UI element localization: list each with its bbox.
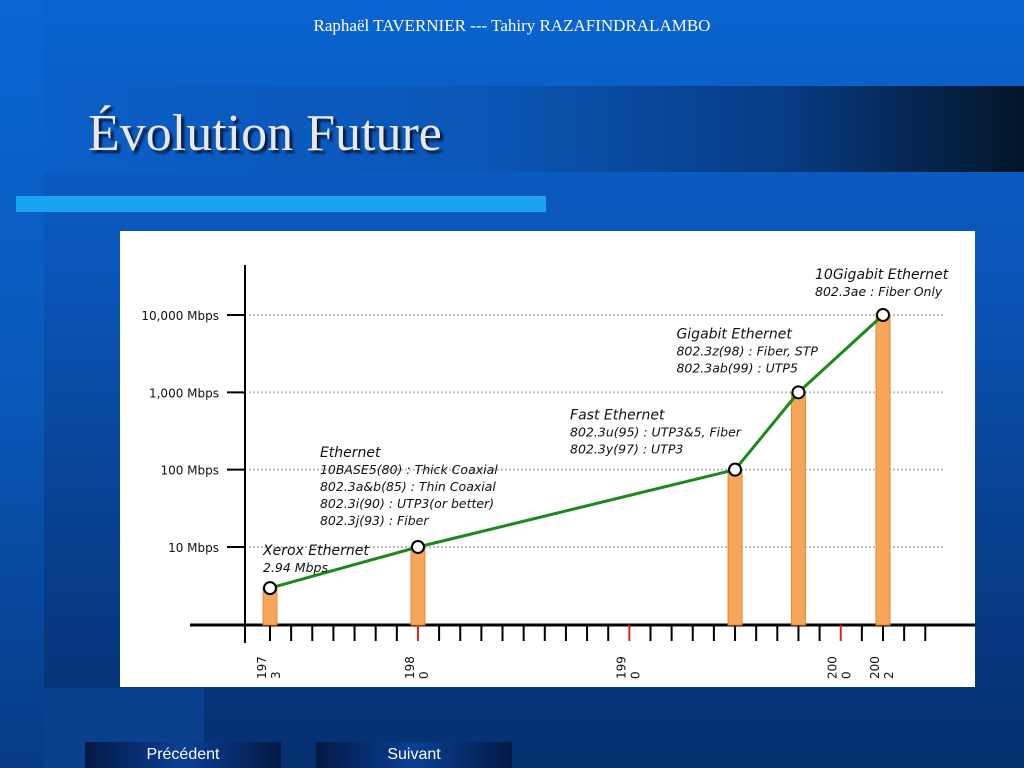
data-point xyxy=(876,308,890,322)
x-tick-label-line: 197 xyxy=(255,656,269,679)
annotation-line: 802.3y(97) : UTP3 xyxy=(570,442,683,457)
x-tick-label: 197 3 xyxy=(255,656,283,679)
x-tick-label-line: 2 xyxy=(882,671,896,679)
x-tick-label-line: 0 xyxy=(628,671,642,679)
annotation-line: 2.94 Mbps xyxy=(263,560,328,575)
annotation-line: 802.3ae : Fiber Only xyxy=(815,284,943,299)
authors-header: Raphaël TAVERNIER --- Tahiry RAZAFINDRAL… xyxy=(313,16,711,35)
x-tick-label-line: 0 xyxy=(417,671,431,679)
annotation-line: 802.3u(95) : UTP3&5, Fiber xyxy=(570,425,742,440)
x-tick-label-line: 3 xyxy=(269,671,283,679)
x-tick-label-line: 199 xyxy=(614,656,628,679)
title-underline-bar xyxy=(16,196,546,212)
y-tick-label: 100 Mbps xyxy=(160,464,219,478)
chart-svg: 10,000 Mbps 1,000 Mbps 100 Mbps 10 Mbps 197 3… xyxy=(141,265,975,679)
x-tick-label: 200 0 xyxy=(826,656,854,679)
x-tick-label: 198 0 xyxy=(403,656,431,679)
annotation-line: 10BASE5(80) : Thick Coaxial xyxy=(320,462,498,477)
left-decor-band xyxy=(0,0,44,768)
x-tick-label: 200 2 xyxy=(868,656,896,679)
ethernet-evolution-chart: 10,000 Mbps 1,000 Mbps 100 Mbps 10 Mbps 197 3… xyxy=(120,231,975,687)
annotation-line: 802.3z(98) : Fiber, STP xyxy=(676,343,818,358)
x-tick-label-line: 0 xyxy=(840,671,854,679)
bar xyxy=(790,391,806,626)
x-tick-label-line: 198 xyxy=(403,656,417,679)
x-tick-label-line: 200 xyxy=(826,656,840,679)
next-button[interactable]: Suivant xyxy=(316,742,512,768)
annotation-heading: Fast Ethernet xyxy=(570,408,665,424)
annotation-heading: Gigabit Ethernet xyxy=(676,326,792,342)
annotation-line: 802.3j(93) : Fiber xyxy=(320,513,429,528)
data-point xyxy=(410,540,425,554)
previous-button[interactable]: Précédent xyxy=(85,742,281,768)
bar xyxy=(875,314,891,626)
annotation-line: 802.3a&b(85) : Thin Coaxial xyxy=(320,479,496,494)
data-point xyxy=(263,581,277,596)
data-point xyxy=(791,385,806,400)
page-title: Évolution Future xyxy=(88,105,442,162)
title-band xyxy=(44,86,1024,172)
y-tick-label: 10,000 Mbps xyxy=(141,309,219,323)
annotation-line: 802.3ab(99) : UTP5 xyxy=(676,360,798,375)
annotation-heading: Xerox Ethernet xyxy=(262,543,369,559)
bar xyxy=(727,469,743,626)
annotation-heading: Ethernet xyxy=(320,445,381,461)
y-tick-label: 10 Mbps xyxy=(168,541,219,555)
data-point xyxy=(728,462,743,477)
annotation-line: 802.3i(90) : UTP3(or better) xyxy=(320,496,494,511)
x-tick-label-line: 200 xyxy=(868,656,882,679)
bar xyxy=(410,546,426,626)
annotation-heading: 10Gigabit Ethernet xyxy=(815,267,949,283)
y-tick-label: 1,000 Mbps xyxy=(149,386,219,400)
x-tick-label: 199 0 xyxy=(614,656,642,679)
